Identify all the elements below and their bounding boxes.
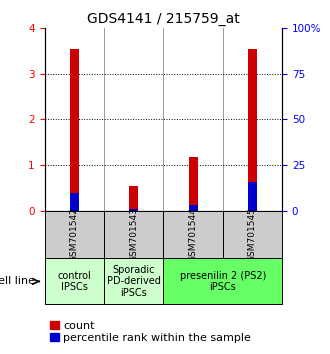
Title: GDS4141 / 215759_at: GDS4141 / 215759_at xyxy=(87,12,240,26)
Text: presenilin 2 (PS2)
iPSCs: presenilin 2 (PS2) iPSCs xyxy=(180,270,266,292)
Text: Sporadic
PD-derived
iPSCs: Sporadic PD-derived iPSCs xyxy=(107,265,161,298)
Text: GSM701542: GSM701542 xyxy=(70,207,79,262)
Text: GSM701544: GSM701544 xyxy=(188,207,198,262)
Text: control
IPSCs: control IPSCs xyxy=(57,270,91,292)
Bar xyxy=(104,258,163,304)
Text: GSM701545: GSM701545 xyxy=(248,207,257,262)
Bar xyxy=(163,211,223,258)
Bar xyxy=(104,211,163,258)
Bar xyxy=(129,209,138,211)
Bar xyxy=(45,211,104,258)
Text: GSM701543: GSM701543 xyxy=(129,207,138,262)
Text: cell line: cell line xyxy=(0,276,35,286)
Bar xyxy=(188,205,197,211)
Legend: count, percentile rank within the sample: count, percentile rank within the sample xyxy=(50,321,251,343)
Bar xyxy=(70,193,79,211)
Bar xyxy=(70,49,79,211)
Bar xyxy=(163,258,282,304)
Bar xyxy=(223,211,282,258)
Bar xyxy=(45,258,104,304)
Bar xyxy=(188,157,197,211)
Bar xyxy=(129,185,138,211)
Bar xyxy=(248,49,257,211)
Bar xyxy=(248,182,257,211)
